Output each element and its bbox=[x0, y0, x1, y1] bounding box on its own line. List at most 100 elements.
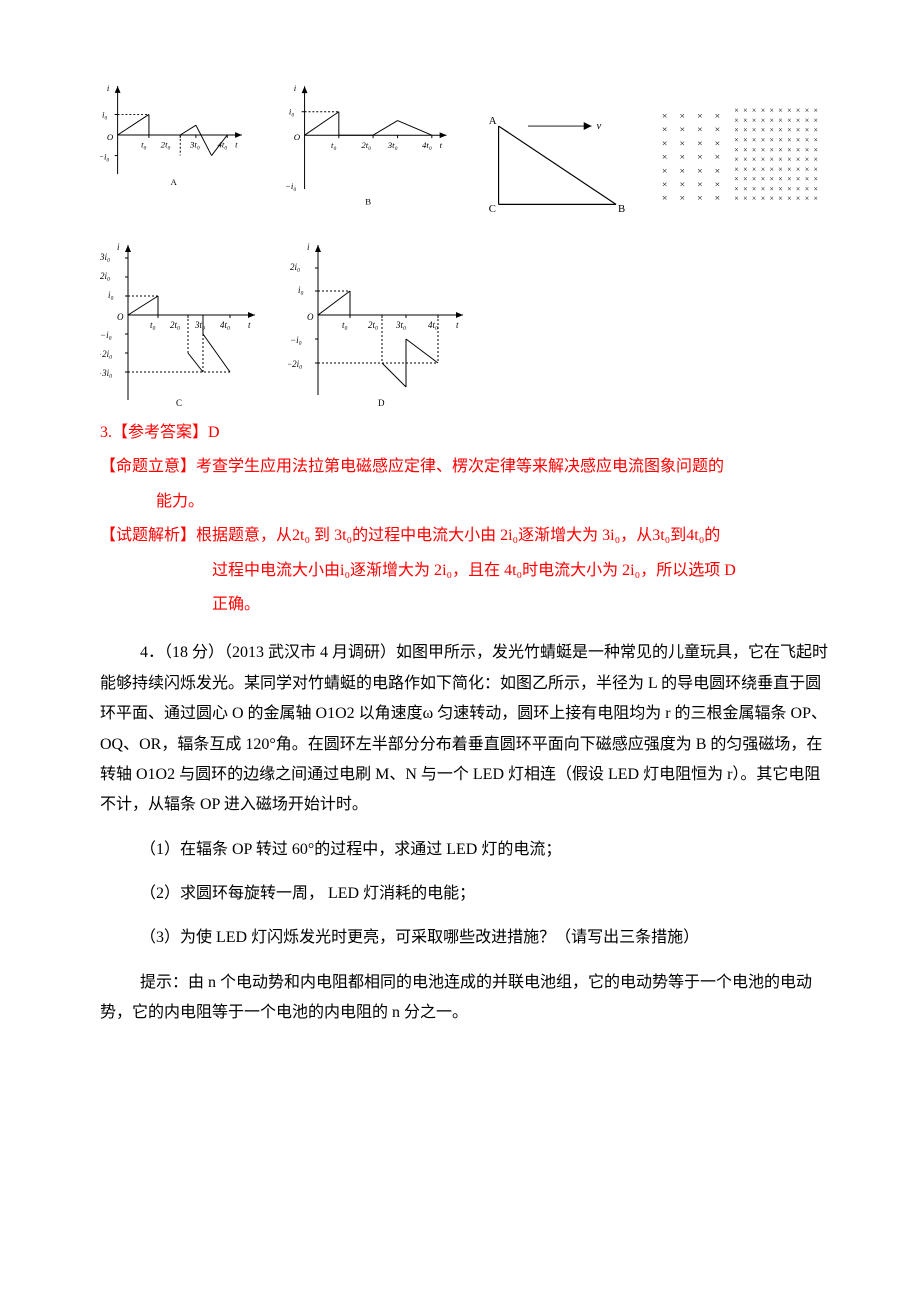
svg-text:×: × bbox=[805, 116, 809, 125]
svg-text:t: t bbox=[439, 140, 442, 150]
svg-text:×: × bbox=[761, 194, 765, 203]
figures-row-2: i 3i₀ 2i₀ i₀ −i₀ −2i₀ −3i₀ bbox=[100, 240, 830, 410]
an-a0: 【试题解析】根据题意，从 bbox=[100, 527, 292, 544]
svg-text:t₀: t₀ bbox=[141, 140, 147, 150]
svg-text:×: × bbox=[714, 152, 720, 163]
svg-text:×: × bbox=[752, 184, 756, 193]
svg-text:i₀: i₀ bbox=[289, 107, 295, 117]
svg-text:×: × bbox=[714, 166, 720, 177]
svg-text:×: × bbox=[787, 155, 791, 164]
svg-text:×: × bbox=[752, 106, 756, 115]
svg-text:O: O bbox=[107, 132, 114, 142]
answer3-intent-l2: 能力。 bbox=[100, 487, 830, 517]
an-l2a: 过程中电流大小由 bbox=[212, 562, 340, 579]
an-i0a: i₀ bbox=[508, 527, 518, 544]
an-t4: 4t₀ bbox=[686, 527, 704, 544]
svg-text:3i₀: 3i₀ bbox=[100, 252, 110, 262]
svg-text:×: × bbox=[778, 175, 782, 184]
figures-row-1: i i₀ −i₀ t₀ 2t₀ 3t₀ 4t₀ t O A bbox=[100, 80, 830, 240]
svg-text:v: v bbox=[597, 120, 602, 132]
svg-text:×: × bbox=[813, 165, 817, 174]
svg-text:×: × bbox=[734, 145, 738, 154]
svg-text:t₀: t₀ bbox=[150, 320, 156, 330]
svg-text:×: × bbox=[805, 126, 809, 135]
svg-text:i: i bbox=[307, 242, 310, 252]
svg-text:×: × bbox=[796, 106, 800, 115]
svg-text:B: B bbox=[365, 197, 371, 207]
svg-text:×: × bbox=[743, 155, 747, 164]
svg-text:×: × bbox=[734, 116, 738, 125]
svg-text:×: × bbox=[743, 116, 747, 125]
svg-text:t: t bbox=[456, 320, 459, 330]
svg-text:×: × bbox=[752, 116, 756, 125]
an-l2c: ，且在 4 bbox=[452, 562, 512, 579]
svg-text:−2i₀: −2i₀ bbox=[288, 359, 302, 369]
svg-text:×: × bbox=[805, 135, 809, 144]
svg-text:×: × bbox=[679, 125, 685, 136]
svg-text:×: × bbox=[787, 194, 791, 203]
svg-text:×: × bbox=[752, 175, 756, 184]
svg-text:×: × bbox=[743, 165, 747, 174]
svg-text:×: × bbox=[679, 152, 685, 163]
svg-text:×: × bbox=[813, 135, 817, 144]
an-m2: 逐渐增大为 3 bbox=[518, 527, 610, 544]
an-l2e: ，所以选项 D bbox=[640, 562, 736, 579]
svg-text:×: × bbox=[778, 135, 782, 144]
svg-text:×: × bbox=[813, 184, 817, 193]
svg-text:×: × bbox=[662, 138, 668, 149]
svg-text:4t₀: 4t₀ bbox=[217, 140, 227, 150]
svg-text:×: × bbox=[752, 165, 756, 174]
svg-text:×: × bbox=[734, 184, 738, 193]
svg-text:×: × bbox=[752, 155, 756, 164]
svg-text:−i₀: −i₀ bbox=[100, 151, 109, 161]
svg-text:t: t bbox=[235, 140, 238, 150]
svg-text:×: × bbox=[662, 193, 668, 204]
svg-text:×: × bbox=[769, 106, 773, 115]
svg-text:×: × bbox=[769, 135, 773, 144]
svg-text:×: × bbox=[769, 184, 773, 193]
svg-text:3t₀: 3t₀ bbox=[189, 140, 200, 150]
svg-text:×: × bbox=[796, 126, 800, 135]
svg-text:×: × bbox=[796, 175, 800, 184]
an-i0c: i₀ bbox=[340, 562, 350, 579]
svg-text:×: × bbox=[769, 165, 773, 174]
svg-text:×: × bbox=[752, 145, 756, 154]
graph-b: i i₀ −i₀ t₀2t₀ 3t₀4t₀ t O B bbox=[285, 80, 451, 210]
svg-text:×: × bbox=[787, 135, 791, 144]
problem-4: 4．（18 分）（2013 武汉市 4 月调研）如图甲所示，发光竹蜻蜓是一种常见… bbox=[100, 638, 830, 1028]
svg-text:×: × bbox=[778, 165, 782, 174]
svg-text:i: i bbox=[107, 83, 110, 93]
p4-q1: （1）在辐条 OP 转过 60°的过程中，求通过 LED 灯的电流； bbox=[100, 835, 830, 865]
svg-text:×: × bbox=[679, 180, 685, 191]
svg-text:×: × bbox=[813, 145, 817, 154]
an-m3: ，从 bbox=[620, 527, 652, 544]
svg-text:×: × bbox=[769, 155, 773, 164]
svg-text:×: × bbox=[813, 194, 817, 203]
svg-text:×: × bbox=[761, 116, 765, 125]
svg-text:i: i bbox=[294, 83, 297, 93]
svg-text:×: × bbox=[679, 138, 685, 149]
answer-3-block: 3.【参考答案】D 【命题立意】考查学生应用法拉第电磁感应定律、楞次定律等来解决… bbox=[100, 418, 830, 620]
svg-text:2t₀: 2t₀ bbox=[161, 140, 171, 150]
svg-text:×: × bbox=[787, 126, 791, 135]
svg-text:×: × bbox=[761, 165, 765, 174]
svg-text:D: D bbox=[378, 398, 385, 408]
svg-text:×: × bbox=[734, 165, 738, 174]
svg-text:×: × bbox=[796, 116, 800, 125]
svg-text:t: t bbox=[248, 320, 251, 330]
svg-text:×: × bbox=[743, 184, 747, 193]
an-to1: 到 bbox=[310, 527, 334, 544]
svg-text:×: × bbox=[743, 106, 747, 115]
svg-text:×: × bbox=[778, 155, 782, 164]
svg-text:2i₀: 2i₀ bbox=[290, 262, 300, 272]
svg-text:4t₀: 4t₀ bbox=[422, 140, 432, 150]
svg-text:A: A bbox=[170, 177, 177, 187]
svg-text:×: × bbox=[805, 165, 809, 174]
svg-text:×: × bbox=[743, 194, 747, 203]
svg-text:3t₀: 3t₀ bbox=[387, 140, 398, 150]
graph-c: i 3i₀ 2i₀ i₀ −i₀ −2i₀ −3i₀ bbox=[100, 240, 260, 410]
svg-text:×: × bbox=[769, 194, 773, 203]
an-t3: 3t₀ bbox=[334, 527, 352, 544]
svg-text:×: × bbox=[805, 106, 809, 115]
an-m5: 的 bbox=[704, 527, 720, 544]
